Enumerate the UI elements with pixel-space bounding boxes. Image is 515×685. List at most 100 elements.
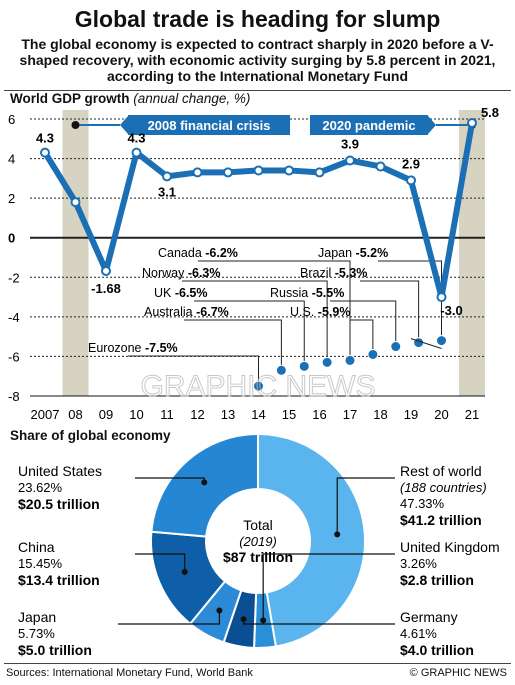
slice-name: China xyxy=(18,539,55,555)
forecast-dot xyxy=(321,356,333,368)
y-tick-label: -4 xyxy=(8,310,20,325)
x-tick-label: 08 xyxy=(68,407,82,422)
forecast-country: Eurozone xyxy=(88,341,145,355)
forecast-label: Canada -6.2% xyxy=(158,246,238,260)
forecast-value: -6.3% xyxy=(188,266,221,280)
gdp-data-point xyxy=(436,292,447,303)
forecast-label: Russia -5.5% xyxy=(270,286,344,300)
watermark: GRAPHIC NEWS xyxy=(140,370,375,403)
forecast-leader xyxy=(184,319,282,371)
band-label-crisis: 2008 financial crisis xyxy=(148,118,271,133)
slice-value: $13.4 trillion xyxy=(18,572,100,588)
slice-value: $2.8 trillion xyxy=(400,572,474,588)
pie-chart-title: Share of global economy xyxy=(10,428,171,443)
page-subtitle: The global economy is expected to contra… xyxy=(19,36,496,84)
credit: © GRAPHIC NEWS xyxy=(409,667,507,679)
forecast-country: Canada xyxy=(158,246,205,260)
x-tick-label: 11 xyxy=(160,407,174,422)
forecast-value: -7.5% xyxy=(145,341,178,355)
gdp-data-point xyxy=(70,197,81,208)
forecast-dot xyxy=(275,364,287,376)
forecast-value: -5.3% xyxy=(335,266,368,280)
slice-name: Japan xyxy=(18,609,56,625)
slice-leader xyxy=(135,553,186,572)
forecast-leader xyxy=(410,338,442,349)
gdp-data-label: 3.1 xyxy=(158,184,176,199)
gdp-data-point xyxy=(467,117,477,128)
forecast-value: -5.5% xyxy=(312,286,345,300)
slice-value: $4.0 trillion xyxy=(400,642,474,658)
slice-leader xyxy=(118,610,221,625)
gdp-data-label: 2.9 xyxy=(402,156,420,171)
gdp-data-point xyxy=(375,161,386,172)
sources: Sources: International Monetary Fund, Wo… xyxy=(6,667,253,679)
forecast-label: Eurozone -7.5% xyxy=(88,341,178,355)
forecast-leader xyxy=(128,355,259,387)
y-tick-label: 6 xyxy=(8,112,15,127)
forecast-leader xyxy=(360,280,420,343)
slice-name: Rest of world xyxy=(400,463,482,479)
band-label-box xyxy=(128,115,290,135)
gdp-data-point xyxy=(162,171,172,182)
forecast-value: -5.9% xyxy=(318,305,351,319)
forecast-label: Australia -6.7% xyxy=(144,305,229,319)
donut-center-value: $87 trillion xyxy=(223,549,293,565)
slice-percent: 4.61% xyxy=(400,626,437,641)
gdp-data-point xyxy=(40,147,50,158)
gdp-data-point xyxy=(131,147,142,158)
x-tick-label: 16 xyxy=(312,407,326,422)
forecast-value: -5.2% xyxy=(356,246,389,260)
forecast-value: -6.2% xyxy=(205,246,238,260)
forecast-country: U.S. xyxy=(290,305,318,319)
gdp-data-label: 5.8 xyxy=(481,105,499,120)
forecast-dot xyxy=(298,360,310,372)
y-tick-label: 2 xyxy=(8,191,15,206)
forecast-leader xyxy=(198,260,351,361)
gdp-data-point xyxy=(284,165,294,176)
slice-leader-dot xyxy=(260,617,267,624)
x-tick-label: 10 xyxy=(129,407,143,422)
forecast-label: U.S. -5.9% xyxy=(290,305,350,319)
slice-name: United Kingdom xyxy=(400,539,500,555)
gdp-data-point xyxy=(192,167,203,178)
forecast-dot xyxy=(436,335,447,347)
gdp-data-point xyxy=(253,165,264,176)
donut-slice xyxy=(257,432,366,648)
forecast-leader xyxy=(378,260,442,341)
x-tick-label: 18 xyxy=(373,407,387,422)
x-tick-label: 20 xyxy=(434,407,448,422)
x-tick-label: 14 xyxy=(251,407,265,422)
y-tick-label: 0 xyxy=(8,231,15,246)
donut-center-year: (2019) xyxy=(239,534,277,549)
forecast-leader xyxy=(330,300,397,347)
page-title: Global trade is heading for slump xyxy=(74,6,441,32)
slice-percent: 3.26% xyxy=(400,556,437,571)
arrow-right-icon xyxy=(428,116,436,134)
slice-percent: 5.73% xyxy=(18,626,55,641)
y-tick-label: -8 xyxy=(8,389,20,404)
y-tick-label: -2 xyxy=(8,270,20,285)
forecast-dot xyxy=(344,354,356,366)
gdp-data-label: 4.3 xyxy=(127,131,145,146)
forecast-label: Norway -6.3% xyxy=(142,266,221,280)
x-tick-label: 19 xyxy=(404,407,418,422)
gdp-data-point xyxy=(314,167,325,178)
slice-leader xyxy=(262,553,395,621)
slice-leader-dot xyxy=(201,479,208,486)
slice-leader-dot xyxy=(240,616,247,623)
gdp-chart-heading: World GDP growth (annual change, %) xyxy=(10,91,250,106)
x-tick-label: 21 xyxy=(465,407,479,422)
forecast-leader xyxy=(182,280,328,363)
donut-center-label: Total xyxy=(243,517,273,533)
forecast-dot xyxy=(367,348,379,360)
forecast-leader xyxy=(350,319,374,355)
forecast-country: Brazil xyxy=(300,266,335,280)
forecast-label: UK -6.5% xyxy=(154,286,208,300)
forecast-country: UK xyxy=(154,286,175,300)
slice-value: $41.2 trillion xyxy=(400,512,482,528)
arrow-left-icon xyxy=(120,116,128,134)
forecast-country: Australia xyxy=(144,305,196,319)
